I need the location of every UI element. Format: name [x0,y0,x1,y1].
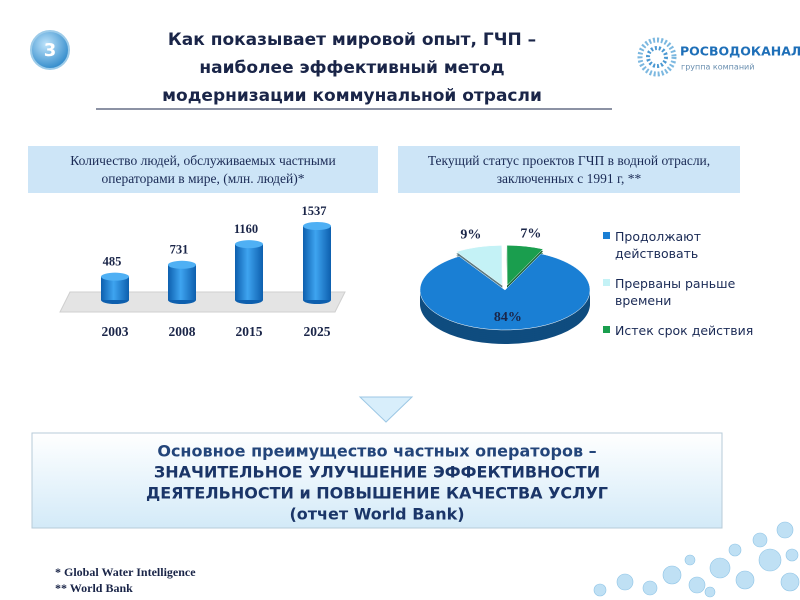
value-label: 485 [103,255,122,269]
bar-cap [235,240,263,249]
bar [235,244,263,300]
logo-name: РОСВОДОКАНАЛ [680,44,800,59]
value-label: 7% [520,227,541,242]
arrow [358,396,414,423]
legend-item: Продолжают действовать [603,228,755,262]
legend-label: Истек срок действия [615,323,754,338]
pie-slice [455,245,503,286]
legend-item: Прерваны раньше времени [603,275,755,309]
legend-label: Продолжают действовать [615,229,701,261]
conclusion-line: (отчет World Bank) [289,505,464,524]
x-tick-label: 2008 [169,324,196,339]
legend-swatch [603,279,610,286]
slide-number: 3 [44,40,57,61]
chart-title: Текущий статус проектов ГЧП в водной отр… [398,146,740,193]
conclusion-box [31,432,723,529]
logo-subtitle: группа компаний [681,63,754,72]
bubbles [593,521,800,598]
bar [168,264,196,300]
value-label: 84% [494,310,522,325]
value-label: 1160 [234,222,258,236]
title-line: модернизации коммунальной отрасли [162,86,542,106]
x-tick-label: 2015 [236,324,263,339]
conclusion-line: ДЕЯТЕЛЬНОСТИ и ПОВЫШЕНИЕ КАЧЕСТВА УСЛУГ [146,484,608,503]
legend-swatch [603,232,610,239]
value-label: 731 [170,243,189,257]
value-label: 1537 [302,204,327,218]
footnote: * Global Water Intelligence [55,565,196,579]
x-tick-label: 2025 [304,324,331,339]
conclusion-line: Основное преимущество частных операторов… [157,442,596,461]
legend: Продолжают действовать Прерваны раньше вр… [603,228,763,352]
title-line: наиболее эффективный метод [199,58,504,78]
value-label: 9% [460,228,481,243]
bar-cap [303,222,331,230]
footnote: ** World Bank [55,581,133,595]
bar-cap [168,260,196,269]
bar [101,276,129,300]
logo-mark [637,37,677,77]
badge [30,30,70,70]
x-tick-label: 2003 [102,324,129,339]
bar [303,226,331,300]
chart-title: Количество людей, обслуживаемых частными… [28,146,378,193]
title-line: Как показывает мировой опыт, ГЧП – [168,30,536,50]
legend-label: Прерваны раньше времени [615,276,736,308]
conclusion-line: ЗНАЧИТЕЛЬНОЕ УЛУЧШЕНИЕ ЭФФЕКТИВНОСТИ [154,463,600,482]
legend-item: Истек срок действия [603,322,755,339]
pie-slice [419,253,591,331]
pie-slice [506,245,544,286]
bar-cap [101,272,129,281]
legend-swatch [603,326,610,333]
